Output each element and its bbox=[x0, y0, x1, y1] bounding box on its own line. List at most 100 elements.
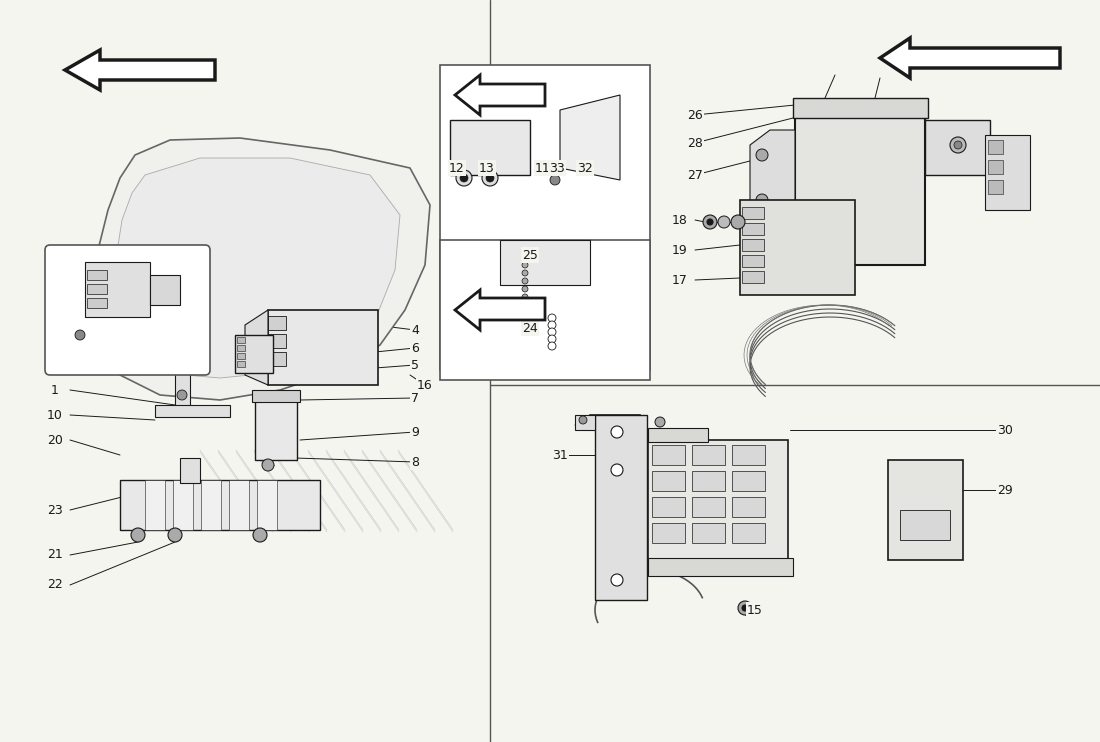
Circle shape bbox=[732, 215, 745, 229]
Polygon shape bbox=[257, 480, 277, 530]
Bar bbox=[732, 445, 764, 465]
Circle shape bbox=[522, 278, 528, 284]
Text: 12: 12 bbox=[449, 162, 465, 174]
Circle shape bbox=[610, 426, 623, 438]
Bar bbox=[888, 460, 962, 560]
Text: 23: 23 bbox=[47, 504, 63, 516]
Bar bbox=[268, 310, 378, 385]
Circle shape bbox=[522, 286, 528, 292]
Circle shape bbox=[738, 601, 752, 615]
Text: 8: 8 bbox=[411, 456, 419, 468]
Circle shape bbox=[522, 294, 528, 300]
Bar bbox=[742, 223, 764, 235]
Text: 27: 27 bbox=[688, 168, 703, 182]
Bar bbox=[742, 255, 764, 267]
Bar bbox=[440, 65, 650, 370]
Text: 24: 24 bbox=[522, 321, 538, 335]
Polygon shape bbox=[590, 415, 640, 590]
Circle shape bbox=[456, 170, 472, 186]
Bar bbox=[235, 335, 273, 373]
Text: 22: 22 bbox=[47, 579, 63, 591]
Circle shape bbox=[177, 390, 187, 400]
Bar bbox=[85, 262, 150, 317]
Bar bbox=[900, 510, 950, 540]
Text: 21: 21 bbox=[47, 548, 63, 562]
Text: 28: 28 bbox=[688, 137, 703, 149]
Text: 9: 9 bbox=[411, 425, 419, 439]
Circle shape bbox=[742, 605, 748, 611]
Circle shape bbox=[460, 174, 467, 182]
Bar bbox=[742, 239, 764, 251]
Text: 26: 26 bbox=[688, 108, 703, 122]
Polygon shape bbox=[95, 138, 430, 400]
Text: 1: 1 bbox=[51, 384, 59, 396]
Text: 7: 7 bbox=[411, 392, 419, 404]
Text: 16: 16 bbox=[417, 378, 433, 392]
Bar bbox=[595, 415, 647, 600]
Text: 17: 17 bbox=[672, 274, 688, 286]
Text: 25: 25 bbox=[522, 249, 538, 261]
Bar bbox=[732, 497, 764, 517]
Bar bbox=[236, 361, 245, 367]
Circle shape bbox=[579, 416, 587, 424]
Text: 2: 2 bbox=[51, 361, 59, 373]
Circle shape bbox=[548, 328, 556, 336]
Bar bbox=[648, 440, 788, 560]
Polygon shape bbox=[229, 480, 249, 530]
Circle shape bbox=[950, 137, 966, 153]
Text: 13: 13 bbox=[480, 162, 495, 174]
Polygon shape bbox=[455, 290, 544, 330]
Text: 3: 3 bbox=[51, 338, 59, 350]
Bar bbox=[236, 353, 245, 359]
Bar bbox=[648, 428, 708, 442]
Bar bbox=[742, 207, 764, 219]
Polygon shape bbox=[455, 75, 544, 115]
Circle shape bbox=[548, 321, 556, 329]
Bar bbox=[120, 480, 320, 530]
Bar bbox=[268, 352, 286, 366]
Polygon shape bbox=[750, 130, 795, 250]
Bar bbox=[87, 284, 107, 294]
Polygon shape bbox=[880, 38, 1060, 78]
Bar bbox=[692, 523, 725, 543]
Circle shape bbox=[177, 315, 187, 325]
Bar bbox=[648, 558, 793, 576]
Bar bbox=[652, 497, 685, 517]
Bar bbox=[925, 120, 990, 175]
Polygon shape bbox=[245, 310, 268, 385]
Bar bbox=[740, 200, 855, 295]
Text: 31: 31 bbox=[552, 448, 568, 462]
Bar bbox=[988, 140, 1003, 154]
Circle shape bbox=[177, 355, 187, 365]
Bar bbox=[692, 471, 725, 491]
Text: 14: 14 bbox=[51, 289, 66, 301]
Bar bbox=[692, 497, 725, 517]
Bar bbox=[150, 275, 180, 305]
Circle shape bbox=[522, 270, 528, 276]
Circle shape bbox=[522, 302, 528, 308]
Bar bbox=[450, 120, 530, 175]
Polygon shape bbox=[201, 480, 221, 530]
Text: 30: 30 bbox=[997, 424, 1013, 436]
Bar bbox=[732, 471, 764, 491]
Bar bbox=[87, 270, 107, 280]
Bar bbox=[236, 345, 245, 351]
Polygon shape bbox=[116, 158, 400, 378]
Text: 18: 18 bbox=[672, 214, 688, 226]
Bar bbox=[440, 240, 650, 380]
Circle shape bbox=[522, 262, 528, 268]
Text: 32: 32 bbox=[578, 162, 593, 174]
Circle shape bbox=[718, 216, 730, 228]
Text: 33: 33 bbox=[549, 162, 565, 174]
Circle shape bbox=[548, 342, 556, 350]
Circle shape bbox=[550, 175, 560, 185]
Circle shape bbox=[75, 330, 85, 340]
Bar bbox=[268, 316, 286, 330]
FancyBboxPatch shape bbox=[45, 245, 210, 375]
Circle shape bbox=[756, 149, 768, 161]
Bar bbox=[252, 390, 300, 402]
Bar bbox=[692, 445, 725, 465]
Bar bbox=[180, 458, 200, 483]
Circle shape bbox=[131, 528, 145, 542]
Circle shape bbox=[654, 417, 666, 427]
